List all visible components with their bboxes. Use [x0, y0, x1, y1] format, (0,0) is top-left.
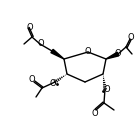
Text: O: O: [85, 48, 91, 56]
Polygon shape: [51, 49, 64, 59]
Text: O: O: [92, 108, 98, 118]
Text: O: O: [115, 49, 121, 57]
Text: O: O: [104, 86, 110, 94]
Text: O: O: [38, 39, 44, 48]
Text: O: O: [128, 33, 134, 41]
Text: O: O: [50, 78, 56, 87]
Text: O: O: [27, 23, 33, 32]
Polygon shape: [106, 52, 119, 59]
Text: O: O: [29, 75, 35, 85]
